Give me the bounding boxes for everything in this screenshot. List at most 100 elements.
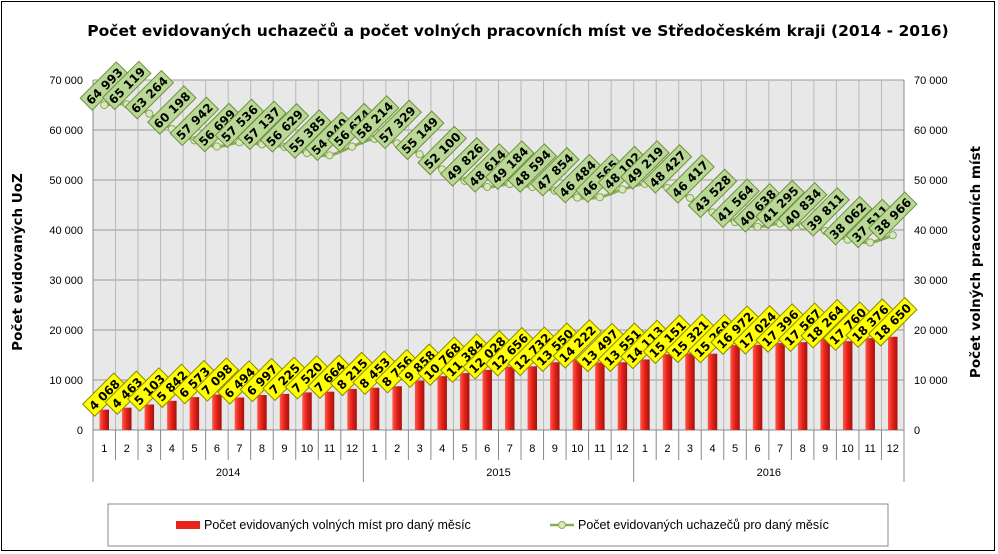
x-tick-label-year: 2016: [757, 467, 781, 479]
data-label-applicants-box: [101, 60, 152, 111]
y-tick-label-left: 20 000: [49, 325, 83, 337]
x-tick-label-month: 4: [439, 443, 445, 455]
bar-vacancies: [279, 393, 290, 430]
bar-vacancies: [842, 341, 853, 430]
x-tick-label-month: 9: [552, 443, 558, 455]
y-tick-label-left: 50 000: [49, 175, 83, 187]
x-tick-label-month: 4: [709, 443, 715, 455]
x-tick-label-month: 1: [372, 443, 378, 455]
x-tick-label-month: 11: [324, 443, 335, 455]
axes: 0 0 10 000 10 000 20 000 20 000 30 000 30 000 40…: [49, 75, 948, 482]
data-label-applicants-box: [867, 191, 918, 241]
x-tick-label-month: 9: [281, 443, 287, 455]
line-point-applicants: [483, 182, 492, 192]
bar-vacancies: [865, 338, 875, 430]
y-axis-title-left: Počet evidovaných UoZ: [10, 173, 26, 351]
x-tick-label-month: 3: [146, 443, 152, 455]
bar-vacancies: [99, 409, 109, 430]
bar-vacancies: [482, 369, 492, 430]
x-tick-label-month: 2: [124, 443, 130, 455]
line-point-applicants: [685, 193, 695, 203]
data-label-applicants-box: [169, 96, 220, 147]
x-tick-label-month: 6: [484, 443, 490, 455]
bar-vacancies: [617, 362, 628, 430]
bar-vacancies: [369, 387, 380, 430]
legend-line-marker: [558, 521, 566, 529]
x-tick-label-month: 11: [864, 443, 875, 455]
line-point-applicants: [212, 142, 222, 151]
chart-title: Počet evidovaných uchazečů a počet volný…: [87, 21, 948, 40]
data-label-applicants-box: [147, 85, 197, 135]
bar-vacancies: [189, 397, 200, 430]
legend: Počet evidovaných volných míst pro daný …: [107, 503, 889, 547]
legend-box: [107, 503, 889, 547]
y-tick-label-right: 10 000: [914, 375, 948, 387]
bar-vacancies: [505, 366, 515, 430]
bar-vacancies: [257, 395, 267, 430]
bar-vacancies: [414, 380, 425, 430]
data-label-applicants-box: [665, 154, 715, 204]
bar-series: [99, 336, 898, 430]
data-label-applicants-box: [822, 195, 873, 246]
data-label-applicants-box: [800, 187, 850, 237]
line-point-applicants: [618, 185, 627, 194]
line-point-applicants: [888, 231, 897, 240]
x-tick-label-month: 1: [642, 443, 648, 455]
data-label-applicants-box: [642, 144, 693, 194]
bar-vacancies: [572, 358, 583, 430]
x-tick-label-month: 8: [800, 443, 806, 455]
legend-bar-swatch: [176, 521, 200, 529]
x-tick-label-year: 2014: [216, 467, 240, 479]
y-tick-label-left: 60 000: [49, 125, 83, 137]
x-tick-label-month: 8: [259, 443, 265, 455]
bar-vacancies: [730, 345, 740, 430]
y-tick-label-right: 70 000: [914, 75, 948, 87]
x-tick-label-month: 7: [777, 443, 783, 455]
bar-vacancies: [888, 336, 898, 430]
y-axis-title-right: Počet volných pracovních míst: [968, 145, 984, 378]
x-tick-label-month: 12: [346, 443, 358, 455]
data-label-applicants-box: [755, 179, 805, 230]
data-label-vacancies-box: [867, 296, 918, 347]
bar-vacancies: [527, 366, 538, 430]
data-label-applicants-box: [259, 103, 310, 153]
line-point-applicants: [325, 151, 334, 160]
y-tick-label-left: 10 000: [49, 375, 83, 387]
bar-vacancies: [122, 407, 132, 430]
x-tick-label-month: 5: [732, 443, 738, 455]
data-label-applicants-box: [282, 109, 332, 159]
y-tick-label-left: 0: [77, 425, 83, 437]
x-tick-label-month: 6: [755, 443, 761, 455]
data-label-applicants-box: [620, 140, 670, 190]
x-tick-label-month: 4: [169, 443, 175, 455]
data-label-applicants-box: [349, 95, 400, 145]
y-tick-label-right: 30 000: [914, 275, 948, 287]
x-tick-label-month: 11: [594, 443, 605, 455]
x-tick-label-month: 9: [822, 443, 828, 455]
bar-vacancies: [707, 353, 718, 430]
x-tick-label-year: 2015: [486, 467, 510, 479]
data-label-applicants-box: [777, 182, 828, 232]
bar-vacancies: [144, 404, 155, 430]
line-point-applicants: [573, 193, 582, 202]
bar-vacancies: [212, 394, 222, 430]
x-tick-label-month: 8: [529, 443, 535, 455]
data-label-applicants-box: [530, 146, 580, 197]
bar-vacancies: [685, 353, 695, 430]
x-tick-label-month: 6: [214, 443, 220, 455]
bar-vacancies: [640, 359, 650, 430]
bar-vacancies: [324, 391, 335, 430]
x-tick-label-month: 3: [687, 443, 693, 455]
line-point-applicants: [415, 150, 424, 159]
data-label-vacancies-box: [194, 357, 240, 402]
x-tick-label-month: 5: [191, 443, 197, 455]
line-point-applicants: [595, 193, 604, 202]
data-label-applicants-box: [507, 143, 558, 193]
x-tick-label-month: 2: [394, 443, 400, 455]
bar-vacancies: [775, 343, 785, 430]
bar-vacancies: [752, 344, 763, 430]
x-tick-label-month: 1: [101, 443, 107, 455]
y-tick-label-left: 70 000: [49, 75, 83, 87]
bar-vacancies: [550, 362, 560, 430]
